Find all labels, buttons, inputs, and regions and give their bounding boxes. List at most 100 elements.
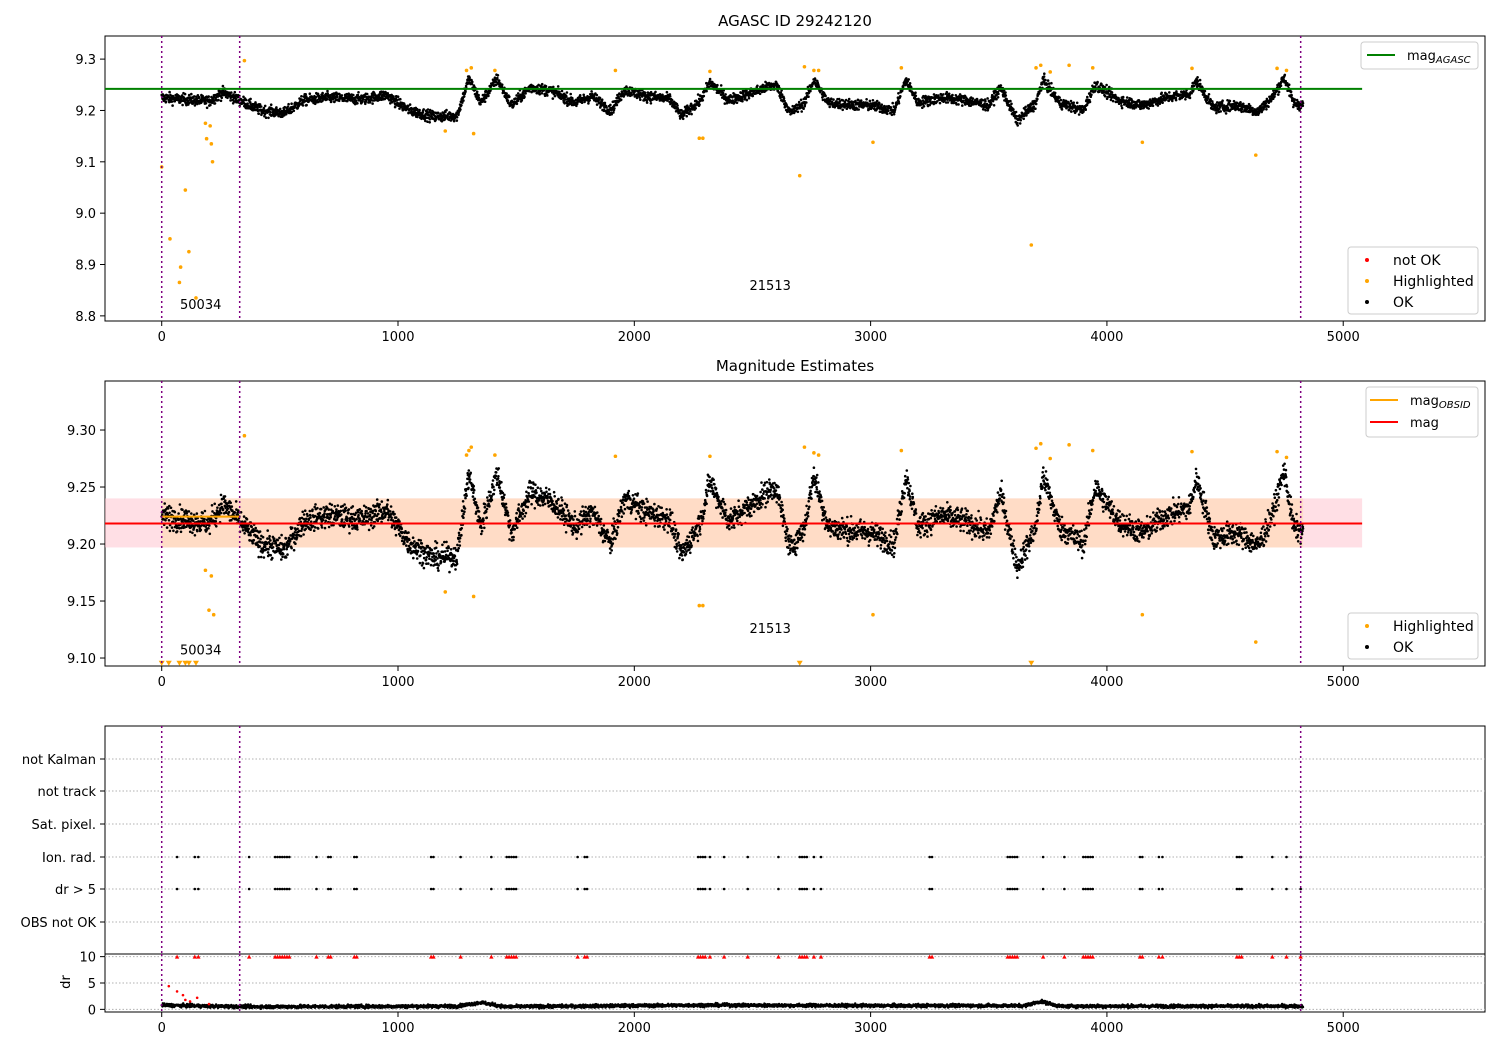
ok-point xyxy=(371,102,374,105)
ok-point xyxy=(961,104,964,107)
ok-point xyxy=(578,94,582,97)
ok-point xyxy=(292,109,296,113)
y-tick-label: 9.1 xyxy=(75,156,96,171)
ok-point xyxy=(897,92,900,95)
ok-point xyxy=(164,519,167,522)
ok-point xyxy=(330,503,334,507)
ok-point xyxy=(747,96,751,100)
ok-point xyxy=(694,107,697,110)
ok-point xyxy=(619,98,623,102)
ok-point xyxy=(1004,94,1008,97)
ok-point xyxy=(1284,79,1287,83)
ok-point xyxy=(508,95,511,98)
ok-point xyxy=(1206,95,1210,99)
ok-point xyxy=(984,99,987,103)
ok-point xyxy=(292,533,296,537)
ok-point xyxy=(1096,80,1099,84)
highlighted-point xyxy=(1090,66,1095,70)
ok-point xyxy=(588,99,591,102)
ok-point xyxy=(415,107,419,111)
ok-point xyxy=(393,105,397,109)
ok-point xyxy=(392,95,395,98)
ok-point xyxy=(1042,75,1046,78)
ok-point xyxy=(224,499,227,503)
ok-point xyxy=(418,108,421,112)
ok-point xyxy=(745,98,749,102)
ok-point xyxy=(196,529,199,533)
ok-point xyxy=(1203,89,1207,93)
ok-point xyxy=(947,92,951,96)
ok-point xyxy=(316,527,320,530)
ok-point xyxy=(685,114,688,118)
ok-point xyxy=(168,90,171,94)
ok-point xyxy=(299,534,303,538)
highlighted-point xyxy=(471,131,476,136)
ok-point xyxy=(356,93,360,97)
ok-point xyxy=(1069,99,1073,103)
ok-point xyxy=(946,101,950,104)
ok-point xyxy=(1059,98,1063,102)
ok-point xyxy=(254,101,257,104)
x-tick-label: 5000 xyxy=(1327,330,1360,345)
ok-point xyxy=(1110,91,1114,94)
ok-point xyxy=(483,100,487,103)
ok-point xyxy=(1010,102,1013,106)
obsid-label: 21513 xyxy=(750,279,791,294)
highlighted-point xyxy=(187,249,191,254)
ok-point xyxy=(1171,99,1174,103)
ok-point xyxy=(1287,83,1291,86)
ok-point xyxy=(880,103,884,106)
ok-point xyxy=(751,94,755,98)
ok-point xyxy=(799,98,803,102)
ok-point xyxy=(284,556,288,559)
ok-point xyxy=(741,99,744,103)
ok-point xyxy=(234,97,238,100)
ok-point xyxy=(259,537,262,541)
ok-point xyxy=(459,108,462,111)
ok-point xyxy=(564,98,567,101)
ok-point xyxy=(356,102,359,105)
ok-point xyxy=(357,91,360,94)
ok-point xyxy=(1277,93,1280,96)
ok-point xyxy=(209,103,212,107)
ok-point xyxy=(690,112,693,116)
ok-point xyxy=(195,512,199,515)
ok-point xyxy=(962,99,965,103)
ok-point xyxy=(286,553,289,556)
ok-point xyxy=(496,76,499,80)
ok-point xyxy=(181,103,184,107)
ok-point xyxy=(945,90,949,94)
highlighted-point xyxy=(209,142,214,146)
ok-point xyxy=(436,111,440,115)
highlighted-point xyxy=(708,69,712,74)
ok-point xyxy=(1072,101,1075,104)
legend-dot-swatch xyxy=(1365,258,1369,262)
ok-point xyxy=(847,97,851,101)
ok-point xyxy=(914,91,917,94)
ok-point xyxy=(1228,99,1232,103)
x-tick-label: 3000 xyxy=(854,330,887,345)
y-tick-label: 9.0 xyxy=(75,207,96,222)
x-tick-label: 3000 xyxy=(854,675,887,690)
ok-point xyxy=(1156,104,1160,107)
ok-point xyxy=(303,509,307,512)
ok-point xyxy=(322,506,326,509)
ok-point xyxy=(796,110,800,114)
ok-point xyxy=(364,100,368,103)
highlighted-point xyxy=(464,68,469,73)
ok-point xyxy=(889,106,893,109)
ok-point xyxy=(595,93,599,97)
ok-point xyxy=(551,97,555,100)
ok-point xyxy=(1240,107,1244,111)
ok-point xyxy=(229,501,232,505)
ok-point xyxy=(249,97,252,101)
highlighted-point xyxy=(1029,243,1034,247)
ok-point xyxy=(719,84,723,87)
legend-label: OK xyxy=(1393,295,1414,311)
ok-point xyxy=(832,98,835,101)
ok-point xyxy=(340,518,344,521)
ok-point xyxy=(797,100,801,104)
ok-point xyxy=(173,510,177,514)
highlighted-point xyxy=(493,68,497,73)
